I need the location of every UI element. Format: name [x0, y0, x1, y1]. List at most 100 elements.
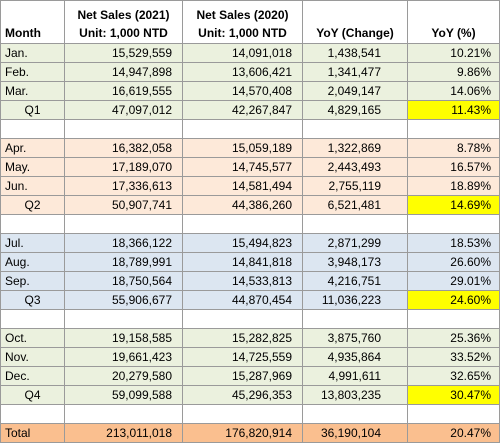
yoy-pct-cell: 26.60%	[407, 252, 500, 272]
table-row: Nov. 19,661,423 14,725,559 4,935,864 33.52%	[0, 347, 500, 367]
net-sales-2020-cell: 14,725,559	[182, 347, 303, 367]
net-sales-2021-cell: 47,097,012	[64, 100, 183, 120]
separator-cell	[64, 309, 183, 329]
table-row: Oct. 19,158,585 15,282,825 3,875,760 25.36%	[0, 328, 500, 348]
net-sales-2020-cell: 15,282,825	[182, 328, 303, 348]
table-row: May. 17,189,070 14,745,577 2,443,493 16.57%	[0, 157, 500, 177]
month-cell: Dec.	[0, 366, 65, 386]
yoy-pct-cell: 8.78%	[407, 138, 500, 158]
table-row: Jan. 15,529,559 14,091,018 1,438,541 10.21%	[0, 43, 500, 63]
table-row: Feb. 14,947,898 13,606,421 1,341,477 9.86%	[0, 62, 500, 82]
net-sales-2021-cell: 17,189,070	[64, 157, 183, 177]
header-net-sales-2020: Net Sales (2020) Unit: 1,000 NTD	[182, 0, 303, 44]
yoy-change-cell: 6,521,481	[302, 195, 408, 215]
yoy-pct-cell: 30.47%	[407, 385, 500, 405]
yoy-change-cell: 3,948,173	[302, 252, 408, 272]
header-net-sales-2021-unit: Unit: 1,000 NTD	[79, 26, 168, 40]
separator-cell	[407, 309, 500, 329]
separator-row	[0, 404, 500, 424]
net-sales-2020-cell: 44,870,454	[182, 290, 303, 310]
yoy-pct-cell: 29.01%	[407, 271, 500, 291]
separator-cell	[407, 119, 500, 139]
yoy-change-cell: 4,829,165	[302, 100, 408, 120]
yoy-change-cell: 2,755,119	[302, 176, 408, 196]
net-sales-2020-cell: 15,287,969	[182, 366, 303, 386]
separator-row	[0, 214, 500, 234]
yoy-change-cell: 4,216,751	[302, 271, 408, 291]
quarter-row: Q2 50,907,741 44,386,260 6,521,481 14.69%	[0, 195, 500, 215]
yoy-change-cell: 1,438,541	[302, 43, 408, 63]
month-cell: Aug.	[0, 252, 65, 272]
net-sales-2020-cell: 14,745,577	[182, 157, 303, 177]
yoy-change-cell: 2,871,299	[302, 233, 408, 253]
quarter-cell: Q4	[0, 385, 65, 405]
yoy-pct-cell: 18.89%	[407, 176, 500, 196]
table-row: Mar. 16,619,555 14,570,408 2,049,147 14.06%	[0, 81, 500, 101]
month-cell: Oct.	[0, 328, 65, 348]
header-yoy-change: YoY (Change)	[302, 0, 408, 44]
separator-cell	[0, 119, 65, 139]
yoy-pct-cell: 14.69%	[407, 195, 500, 215]
net-sales-2021-cell: 19,661,423	[64, 347, 183, 367]
net-sales-2021-cell: 20,279,580	[64, 366, 183, 386]
separator-cell	[64, 119, 183, 139]
quarter-cell: Q1	[0, 100, 65, 120]
month-cell: Mar.	[0, 81, 65, 101]
yoy-pct-cell: 33.52%	[407, 347, 500, 367]
net-sales-2020-cell: 15,494,823	[182, 233, 303, 253]
net-sales-2021-cell: 18,750,564	[64, 271, 183, 291]
table-body: Jan. 15,529,559 14,091,018 1,438,541 10.21% F…	[0, 43, 500, 443]
separator-cell	[64, 404, 183, 424]
table-header: Month Net Sales (2021) Unit: 1,000 NTD N…	[0, 0, 500, 44]
separator-cell	[302, 214, 408, 234]
month-cell: Jan.	[0, 43, 65, 63]
header-net-sales-2021: Net Sales (2021) Unit: 1,000 NTD	[64, 0, 183, 44]
net-sales-2021-cell: 16,382,058	[64, 138, 183, 158]
net-sales-2021-cell: 15,529,559	[64, 43, 183, 63]
separator-cell	[302, 119, 408, 139]
net-sales-2020-cell: 45,296,353	[182, 385, 303, 405]
month-cell: Sep.	[0, 271, 65, 291]
separator-row	[0, 309, 500, 329]
month-cell: Jun.	[0, 176, 65, 196]
net-sales-2021-cell: 18,789,991	[64, 252, 183, 272]
header-net-sales-2020-title: Net Sales (2020)	[196, 8, 289, 22]
yoy-change-cell: 4,935,864	[302, 347, 408, 367]
yoy-pct-cell: 11.43%	[407, 100, 500, 120]
net-sales-2020-cell: 14,091,018	[182, 43, 303, 63]
separator-cell	[64, 214, 183, 234]
net-sales-2021-cell: 19,158,585	[64, 328, 183, 348]
quarter-cell: Q2	[0, 195, 65, 215]
net-sales-2020-cell: 13,606,421	[182, 62, 303, 82]
net-sales-2021-cell: 16,619,555	[64, 81, 183, 101]
quarter-cell: Q3	[0, 290, 65, 310]
yoy-pct-cell: 10.21%	[407, 43, 500, 63]
yoy-pct-cell: 20.47%	[407, 423, 500, 443]
yoy-pct-cell: 32.65%	[407, 366, 500, 386]
quarter-row: Q1 47,097,012 42,267,847 4,829,165 11.43%	[0, 100, 500, 120]
separator-cell	[302, 404, 408, 424]
table-row: Apr. 16,382,058 15,059,189 1,322,869 8.78%	[0, 138, 500, 158]
net-sales-2020-cell: 42,267,847	[182, 100, 303, 120]
separator-cell	[0, 404, 65, 424]
month-cell: Nov.	[0, 347, 65, 367]
yoy-pct-cell: 25.36%	[407, 328, 500, 348]
yoy-pct-cell: 24.60%	[407, 290, 500, 310]
header-yoy-pct: YoY (%)	[407, 0, 500, 44]
yoy-change-cell: 1,322,869	[302, 138, 408, 158]
month-cell: May.	[0, 157, 65, 177]
separator-cell	[182, 309, 303, 329]
header-month: Month	[0, 0, 65, 44]
yoy-change-cell: 2,443,493	[302, 157, 408, 177]
separator-cell	[407, 404, 500, 424]
quarter-row: Q3 55,906,677 44,870,454 11,036,223 24.60%	[0, 290, 500, 310]
net-sales-2020-cell: 15,059,189	[182, 138, 303, 158]
net-sales-2021-cell: 213,011,018	[64, 423, 183, 443]
net-sales-2020-cell: 14,533,813	[182, 271, 303, 291]
separator-row	[0, 119, 500, 139]
net-sales-2021-cell: 18,366,122	[64, 233, 183, 253]
separator-cell	[0, 309, 65, 329]
separator-cell	[302, 309, 408, 329]
yoy-change-cell: 13,803,235	[302, 385, 408, 405]
yoy-change-cell: 36,190,104	[302, 423, 408, 443]
